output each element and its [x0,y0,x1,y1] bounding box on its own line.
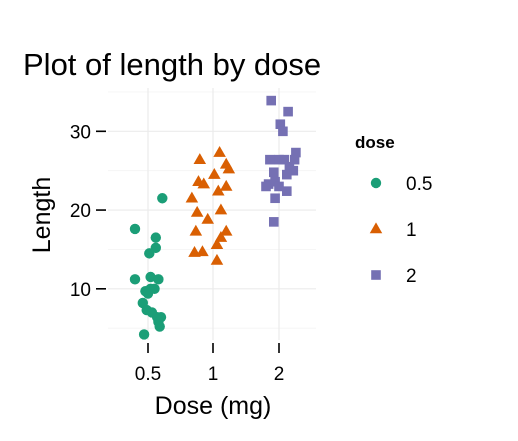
data-point-square [274,181,284,192]
data-point-circle [153,274,164,285]
data-point-triangle [214,231,228,242]
data-point-square [279,154,289,165]
data-point-square [288,165,299,176]
data-point-square [289,154,300,165]
y-tick-labels: 10 20 30 [70,122,91,301]
data-point-square [278,126,288,137]
data-point-square [269,167,279,178]
data-point-triangle [208,168,221,179]
legend: dose 0.5 1 2 [355,133,432,287]
data-point-circle [129,223,141,235]
data-point-circle [145,271,156,283]
y-axis-title: Length [28,177,56,253]
y-tick-label: 30 [70,122,91,143]
legend-label: 0.5 [406,174,432,195]
y-tick-label: 20 [70,201,91,222]
axis-ticks [96,130,280,353]
x-tick-label: 2 [274,364,285,385]
data-point-triangle [214,203,228,215]
data-point-circle [138,329,150,340]
y-tick-label: 10 [70,280,91,301]
data-points [129,95,301,340]
data-point-triangle [201,212,214,224]
x-tick-label: 1 [208,364,219,385]
x-axis-title: Dose (mg) [155,392,272,420]
data-point-triangle [190,205,204,217]
data-point-triangle [193,153,207,164]
data-point-square [283,106,293,117]
data-point-square [274,154,284,165]
data-point-square [269,217,279,227]
data-point-square [265,154,275,165]
data-point-triangle [213,145,226,157]
data-point-square [266,95,276,106]
data-point-circle [157,193,168,204]
legend-label: 1 [406,220,417,241]
legend-label: 2 [406,266,417,287]
data-point-circle [154,321,165,332]
data-point-circle [142,288,154,299]
chart-title: Plot of length by dose [23,47,321,82]
x-tick-labels: 0.5 1 2 [135,364,285,385]
legend-key-circle [370,177,382,189]
data-point-triangle [185,191,199,203]
legend-key-triangle [369,222,383,234]
data-point-square [270,193,280,204]
data-point-triangle [197,177,211,189]
data-point-square [261,181,271,192]
data-point-triangle [210,238,224,250]
data-point-square [282,186,292,196]
data-point-triangle [219,224,233,236]
data-point-circle [129,274,141,285]
data-point-circle [150,232,161,243]
data-point-triangle [222,162,236,174]
data-point-square [291,147,301,158]
legend-title: dose [355,133,395,152]
data-point-triangle [210,253,224,265]
data-point-triangle [188,245,201,257]
data-point-triangle [189,224,203,236]
data-point-square [275,119,286,130]
data-point-triangle [212,184,225,196]
data-point-triangle [219,179,233,191]
data-point-circle [144,248,155,259]
data-point-square [282,169,292,180]
grid-lines [108,88,316,340]
x-tick-label: 0.5 [135,364,161,385]
legend-key-square [371,270,381,280]
data-point-triangle [196,245,209,257]
